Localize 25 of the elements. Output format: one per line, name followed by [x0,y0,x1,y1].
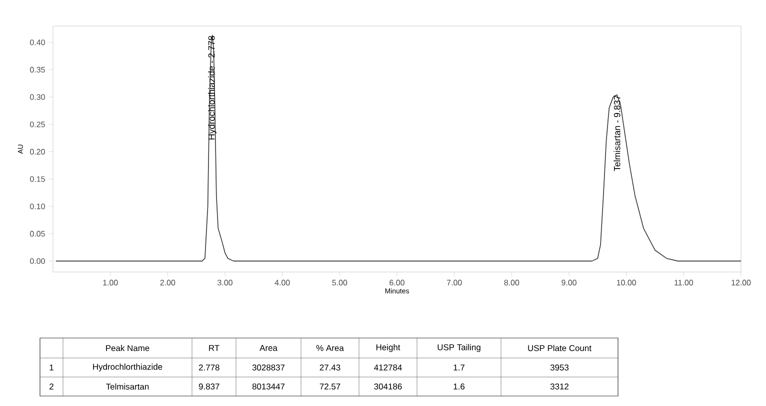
text: % Area [316,345,344,351]
text: Height [376,344,400,352]
text: 304186 [374,384,402,390]
text: Area [260,345,278,351]
text: USP Tailing [438,344,480,352]
annotation: Telmisartan - 9.837 [614,96,620,172]
text: Telmisartan [106,383,149,390]
text: 3953 [550,364,569,370]
text: 1.6 [454,384,465,390]
annotation: Hydrochlorthiazide - 2.778 [208,36,216,140]
text: Hydrochlorthiazide [93,364,162,372]
text: 8013447 [252,384,285,390]
text: 1.7 [454,364,464,370]
text: 1 [50,364,54,370]
text: 3028837 [252,364,285,370]
text: 9.837 [198,384,220,390]
text: RT [209,345,220,351]
text: 2.778 [198,364,220,370]
text: USP Plate Count [528,344,592,352]
text: 27.43 [320,364,340,370]
text: 412784 [374,364,402,370]
text: 72.57 [320,384,340,390]
text: 2 [50,384,54,390]
text: 3312 [550,384,568,390]
text: Peak Name [106,344,150,352]
